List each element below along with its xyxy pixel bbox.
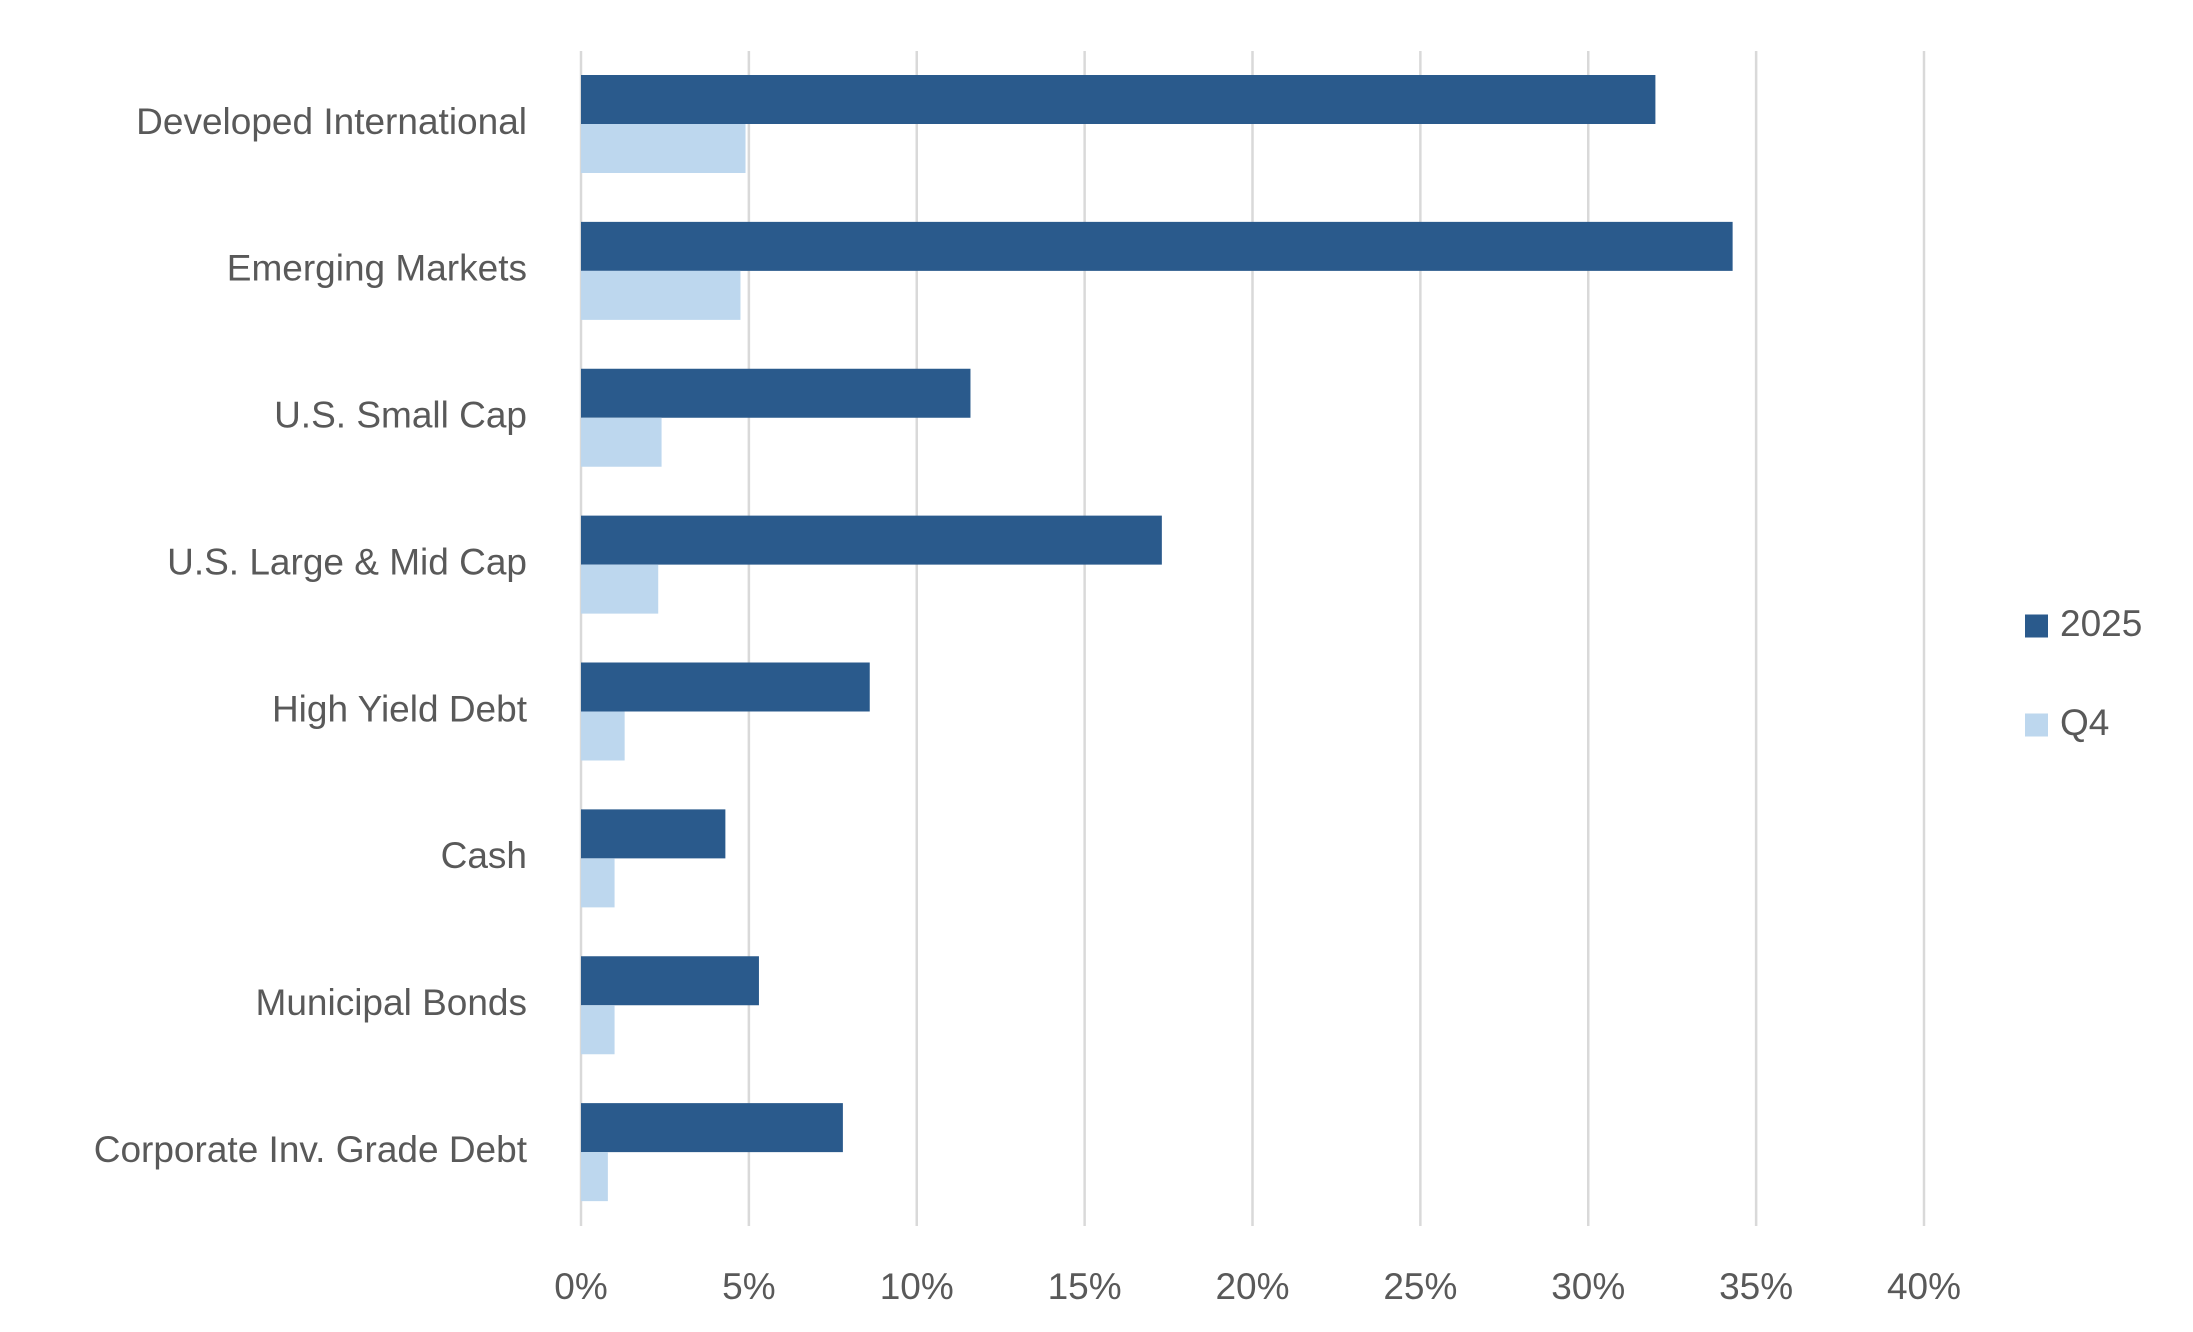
x-tick-label: 25% [1383, 1266, 1457, 1307]
x-tick-label: 5% [722, 1266, 775, 1307]
x-tick-label: 15% [1048, 1266, 1122, 1307]
bar [581, 711, 625, 761]
bar [581, 1152, 608, 1202]
y-tick-label: High Yield Debt [272, 688, 528, 729]
bar [581, 75, 1656, 124]
bar [581, 1103, 843, 1153]
y-tick-label: Developed International [136, 101, 527, 142]
legend-swatch [2025, 614, 2048, 638]
bar [581, 417, 662, 467]
y-tick-label: Emerging Markets [227, 248, 527, 289]
y-tick-label: U.S. Large & Mid Cap [167, 541, 527, 582]
x-tick-label: 20% [1215, 1266, 1289, 1307]
bar [581, 221, 1733, 271]
y-tick-label: Cash [441, 835, 527, 876]
bar [581, 270, 741, 320]
legend-swatch [2025, 713, 2048, 737]
bar [581, 124, 746, 173]
x-tick-label: 0% [554, 1266, 607, 1307]
bar [581, 564, 659, 614]
bar [581, 662, 870, 712]
y-tick-label: Corporate Inv. Grade Debt [94, 1129, 528, 1170]
y-tick-label: U.S. Small Cap [274, 395, 527, 436]
x-tick-label: 10% [880, 1266, 954, 1307]
y-tick-label: Municipal Bonds [256, 982, 527, 1023]
bar [581, 858, 615, 908]
legend-label: Q4 [2060, 702, 2109, 743]
bar [581, 515, 1162, 565]
x-tick-label: 40% [1887, 1266, 1961, 1307]
legend-label: 2025 [2060, 603, 2142, 644]
bar [581, 956, 759, 1006]
x-tick-label: 30% [1551, 1266, 1625, 1307]
bar [581, 368, 971, 418]
bar [581, 809, 726, 859]
x-tick-label: 35% [1719, 1266, 1793, 1307]
bar [581, 1005, 615, 1055]
